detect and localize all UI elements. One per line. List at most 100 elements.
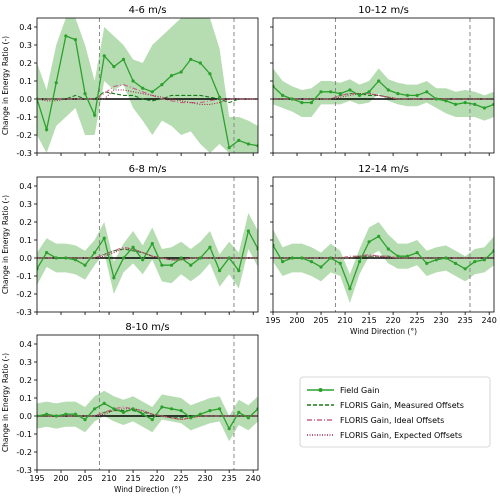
field-gain-point (338, 92, 342, 96)
field-gain-point (179, 256, 183, 260)
field-gain-point (64, 412, 68, 416)
plot-area (37, 18, 258, 153)
field-gain-point (83, 418, 87, 422)
field-gain-point (150, 242, 154, 246)
plot-area (273, 177, 494, 312)
field-gain-point (246, 416, 250, 420)
y-axis-label: Change in Energy Ratio (-) (1, 36, 10, 135)
field-gain-line (273, 80, 494, 109)
field-gain-line (37, 229, 258, 280)
field-gain-point (121, 256, 126, 260)
field-gain-point (348, 287, 352, 291)
floris-measured-line (37, 248, 258, 261)
field-gain-point (150, 418, 154, 422)
field-gain-point (131, 79, 135, 83)
floris-ideal-line (273, 93, 494, 100)
legend-label: FLORIS Gain, Expected Offsets (340, 431, 462, 440)
y-tick-label: 0.1 (19, 236, 32, 245)
field-gain-point (405, 93, 410, 97)
y-tick-label: 0.0 (19, 254, 32, 263)
field-gain-point (444, 256, 448, 260)
field-gain-point (319, 265, 323, 269)
panel-3: 6-8 m/s -0.3 -0.2 -0.1 0.0 0.1 0.2 0.3 0.4 Change… (1, 164, 259, 317)
plot-area (273, 18, 494, 153)
field-gain-point (198, 412, 202, 416)
field-gain-point (189, 263, 193, 267)
field-gain-point (309, 260, 314, 264)
field-gain-point (227, 256, 231, 260)
field-gain-point (386, 247, 390, 251)
panel-4: 12-14 m/s 195 200 205 210 215 220 225 230 235 240 W… (265, 164, 496, 336)
uncertainty-band (37, 213, 258, 294)
field-gain-point (93, 407, 97, 411)
x-tick-label: 195 (265, 316, 280, 325)
field-gain-point (141, 258, 145, 262)
field-gain-point (121, 57, 126, 62)
panel-5: 8-10 m/s 195 200 205 210 215 220 225 230 235 240 Wi… (1, 322, 261, 494)
field-gain-point (246, 229, 250, 233)
field-gain-point (425, 90, 429, 94)
field-gain-point (198, 61, 202, 65)
field-gain-point (444, 99, 448, 103)
y-tick-label: 0.2 (19, 376, 32, 385)
panel-frame (272, 17, 495, 154)
field-gain-point (405, 254, 410, 258)
field-gain-point (112, 276, 116, 280)
field-gain-point (102, 236, 106, 240)
field-gain-point (160, 263, 164, 267)
floris-measured-line (37, 410, 258, 419)
field-gain-point (463, 101, 467, 105)
legend-label: FLORIS Gain, Ideal Offsets (340, 416, 444, 425)
field-gain-point (169, 407, 174, 411)
field-gain-point (425, 261, 429, 265)
field-gain-point (281, 93, 285, 97)
field-gain-point (357, 93, 362, 97)
field-gain-point (198, 256, 202, 260)
field-gain-point (45, 128, 49, 132)
y-tick-label: -0.1 (16, 272, 32, 281)
field-gain-point (102, 54, 106, 58)
x-tick-label: 230 (198, 474, 213, 483)
y-tick-label: -0.3 (16, 149, 32, 158)
field-gain-point (64, 34, 68, 38)
legend-marker (318, 388, 323, 392)
field-gain-point (473, 102, 477, 106)
y-tick-label: 0.4 (19, 182, 32, 191)
panel-title: 10-12 m/s (358, 5, 409, 16)
field-gain-point (367, 240, 371, 244)
x-tick-label: 235 (222, 474, 237, 483)
field-gain-point (54, 414, 58, 418)
x-tick-label: 240 (246, 474, 261, 483)
y-tick-label: 0.4 (19, 340, 32, 349)
field-gain-point (160, 83, 164, 87)
field-gain-point (309, 101, 314, 105)
field-gain-point (357, 260, 362, 264)
field-gain-point (169, 74, 174, 78)
floris-ideal-line (273, 253, 494, 259)
field-gain-point (179, 70, 183, 74)
legend: Field Gain FLORIS Gain, Measured Offsets F… (299, 376, 491, 448)
y-tick-label: 0.3 (19, 41, 32, 50)
panel-title: 8-10 m/s (125, 322, 169, 333)
y-tick-label: 0.1 (19, 394, 32, 403)
x-tick-label: 220 (149, 474, 164, 483)
field-gain-point (227, 146, 231, 150)
field-gain-point (367, 90, 371, 94)
field-gain-point (300, 101, 304, 105)
field-gain-point (83, 92, 87, 96)
field-gain-point (141, 412, 145, 416)
field-gain-point (83, 263, 87, 267)
y-tick-label: -0.1 (16, 430, 32, 439)
field-gain-point (93, 113, 97, 117)
floris-ideal-line (37, 406, 258, 421)
plot-area (37, 335, 258, 470)
x-tick-label: 240 (482, 316, 497, 325)
field-gain-point (281, 260, 285, 264)
x-tick-label: 225 (173, 474, 188, 483)
field-gain-point (237, 138, 241, 142)
y-tick-label: 0.3 (19, 200, 32, 209)
field-gain-point (217, 269, 222, 273)
field-gain-point (179, 409, 183, 413)
floris-expected-line (37, 248, 258, 261)
